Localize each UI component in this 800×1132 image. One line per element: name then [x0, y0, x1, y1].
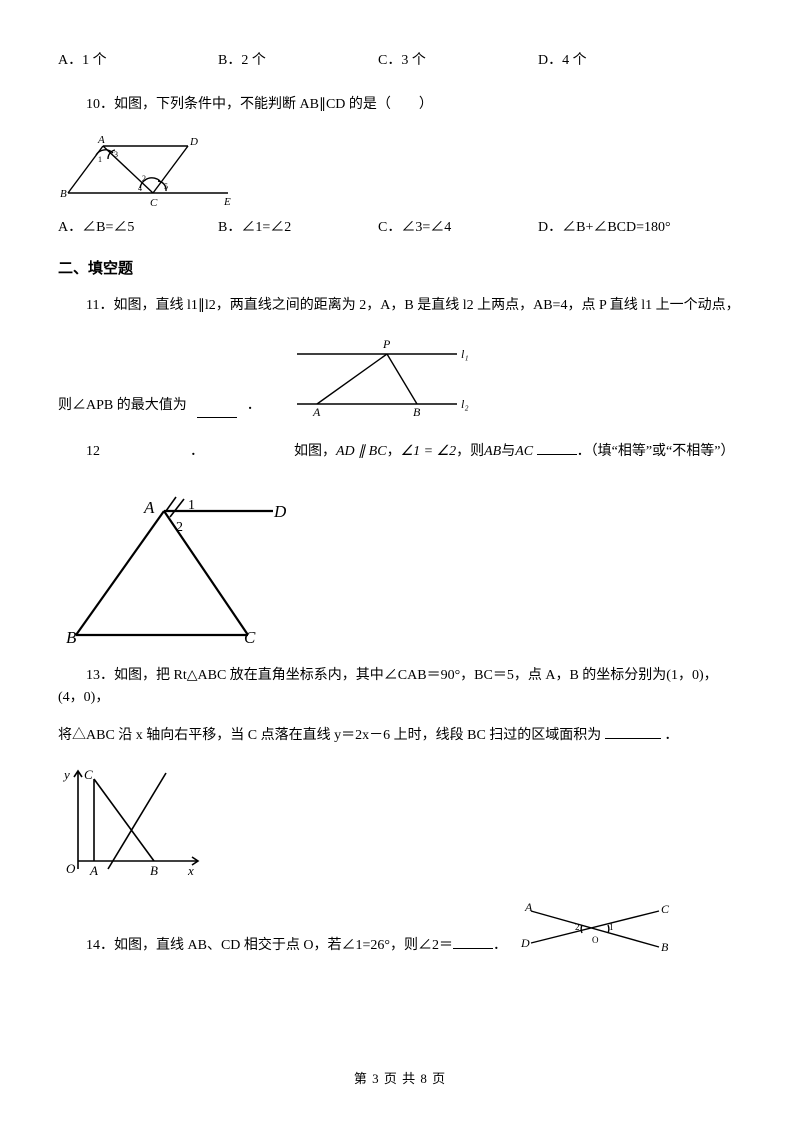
q13-figure: O A B C x y — [58, 761, 742, 881]
q14-label-b: B — [661, 940, 669, 954]
q13-line1: 13．如图，把 Rt△ABC 放在直角坐标系内，其中∠CAB＝90°，BC＝5，… — [58, 665, 742, 710]
q10-figure: A D B C E 1 3 2 4 5 — [58, 131, 742, 209]
q12-after: ．（填“相等”或“不相等”） — [577, 441, 735, 463]
q14-row: 14．如图，直线 AB、CD 相交于点 O，若∠1=26°，则∠2＝ ． A C… — [58, 899, 742, 957]
q10-angle-3: 3 — [114, 150, 118, 159]
page-footer: 第 3 页 共 8 页 — [0, 1069, 800, 1090]
section-2-title: 二、填空题 — [58, 257, 742, 281]
q11-label-l1: l₁ — [461, 347, 469, 361]
q9-options: A．1 个 B．2 个 C．3 个 D．4 个 — [58, 50, 742, 72]
q14-blank — [453, 934, 493, 949]
q13-label-b: B — [150, 863, 158, 878]
q14-label-o: O — [592, 935, 599, 945]
q13-line2: 将△ABC 沿 x 轴向右平移，当 C 点落在直线 y＝2x－6 上时，线段 B… — [58, 724, 742, 747]
q12-angle-1: 1 — [188, 498, 195, 513]
q11-label-l2: l₂ — [461, 397, 469, 411]
q14-angle-1: 1 — [609, 922, 614, 932]
q13-label-x: x — [187, 863, 194, 878]
q10-label-d: D — [189, 136, 198, 148]
q11-stem: 11．如图，直线 l1∥l2，两直线之间的距离为 2，A，B 是直线 l2 上两… — [58, 295, 742, 317]
q13-blank — [605, 724, 661, 739]
q11-row2: 则∠APB 的最大值为 ． P A B l₁ l₂ — [58, 332, 742, 418]
q10-stem: 10．如图，下列条件中，不能判断 AB∥CD 的是（ ） — [58, 94, 742, 116]
q12-blank — [537, 440, 577, 455]
q10-opt-b: B．∠1=∠2 — [218, 217, 378, 239]
q12-label-c: C — [244, 628, 256, 647]
q12-dot: ． — [190, 441, 204, 463]
q13-label-o: O — [66, 861, 76, 876]
q11-blank — [197, 403, 237, 418]
q12-cond1: AD ∥ BC — [336, 441, 387, 463]
q9-opt-b: B．2 个 — [218, 50, 378, 72]
q14-angle-2: 2 — [575, 922, 580, 932]
q14-stem-after: ． — [493, 935, 507, 957]
q12-label-b: B — [66, 628, 77, 647]
q12-angle-2: 2 — [176, 520, 183, 535]
footer-middle: 页 共 — [380, 1071, 421, 1086]
q12-cond2: ∠1 = ∠2 — [401, 441, 457, 463]
q13-label-a: A — [89, 863, 98, 878]
q9-opt-c: C．3 个 — [378, 50, 538, 72]
footer-prefix: 第 — [354, 1071, 372, 1086]
q9-opt-d: D．4 个 — [538, 50, 587, 72]
q10-label-b: B — [60, 188, 67, 200]
q12-mid: 如图， — [294, 441, 336, 463]
q13-line2-before: 将△ABC 沿 x 轴向右平移，当 C 点落在直线 y＝2x－6 上时，线段 B… — [58, 728, 601, 743]
q9-opt-a: A．1 个 — [58, 50, 218, 72]
q13-line2-after: ． — [664, 728, 678, 743]
q12-comma1: ， — [387, 441, 401, 463]
q13-label-c: C — [84, 767, 93, 782]
q12-yu: 与 — [501, 441, 515, 463]
q12-figure: A B C D 1 2 — [58, 477, 742, 647]
q14-label-c: C — [661, 902, 670, 916]
q10-label-a: A — [97, 134, 105, 146]
q10-label-c: C — [150, 197, 158, 209]
footer-total: 8 — [420, 1071, 428, 1086]
q10-label-e: E — [223, 196, 231, 208]
q12-comma2: ，则 — [456, 441, 484, 463]
q10-angle-5: 5 — [164, 182, 168, 191]
q13-label-y: y — [62, 767, 70, 782]
q11-label-b: B — [413, 405, 421, 418]
q10-options: A．∠B=∠5 B．∠1=∠2 C．∠3=∠4 D．∠B+∠BCD=180° — [58, 217, 742, 239]
q11-label-a: A — [312, 405, 321, 418]
q12-label-a: A — [143, 498, 155, 517]
q10-angle-1: 1 — [98, 155, 102, 164]
q10-opt-c: C．∠3=∠4 — [378, 217, 538, 239]
q14-label-d: D — [520, 936, 530, 950]
q11-tail-after: ． — [247, 395, 261, 417]
q11-figure: P A B l₁ l₂ — [277, 332, 477, 418]
q10-angle-4: 4 — [138, 184, 142, 193]
q10-angle-2: 2 — [142, 174, 146, 183]
q12-ab: AB — [484, 441, 501, 463]
q12-num: 12 — [86, 441, 100, 463]
footer-suffix: 页 — [428, 1071, 446, 1086]
q14-label-a: A — [524, 900, 533, 914]
q14-figure: A C D B O 1 2 — [515, 899, 675, 957]
page: A．1 个 B．2 个 C．3 个 D．4 个 10．如图，下列条件中，不能判断… — [0, 0, 800, 1132]
footer-page: 3 — [372, 1071, 380, 1086]
q12-ac: AC — [515, 441, 533, 463]
q14-stem-before: 14．如图，直线 AB、CD 相交于点 O，若∠1=26°，则∠2＝ — [86, 935, 453, 957]
q10-opt-a: A．∠B=∠5 — [58, 217, 218, 239]
q11-label-p: P — [382, 337, 391, 351]
q10-opt-d: D．∠B+∠BCD=180° — [538, 217, 671, 239]
q12-label-d: D — [273, 502, 287, 521]
q11-tail-before: 则∠APB 的最大值为 — [58, 395, 187, 417]
q12-line: 12 ． 如图， AD ∥ BC ， ∠1 = ∠2 ，则 AB 与 AC ．（… — [58, 440, 742, 463]
